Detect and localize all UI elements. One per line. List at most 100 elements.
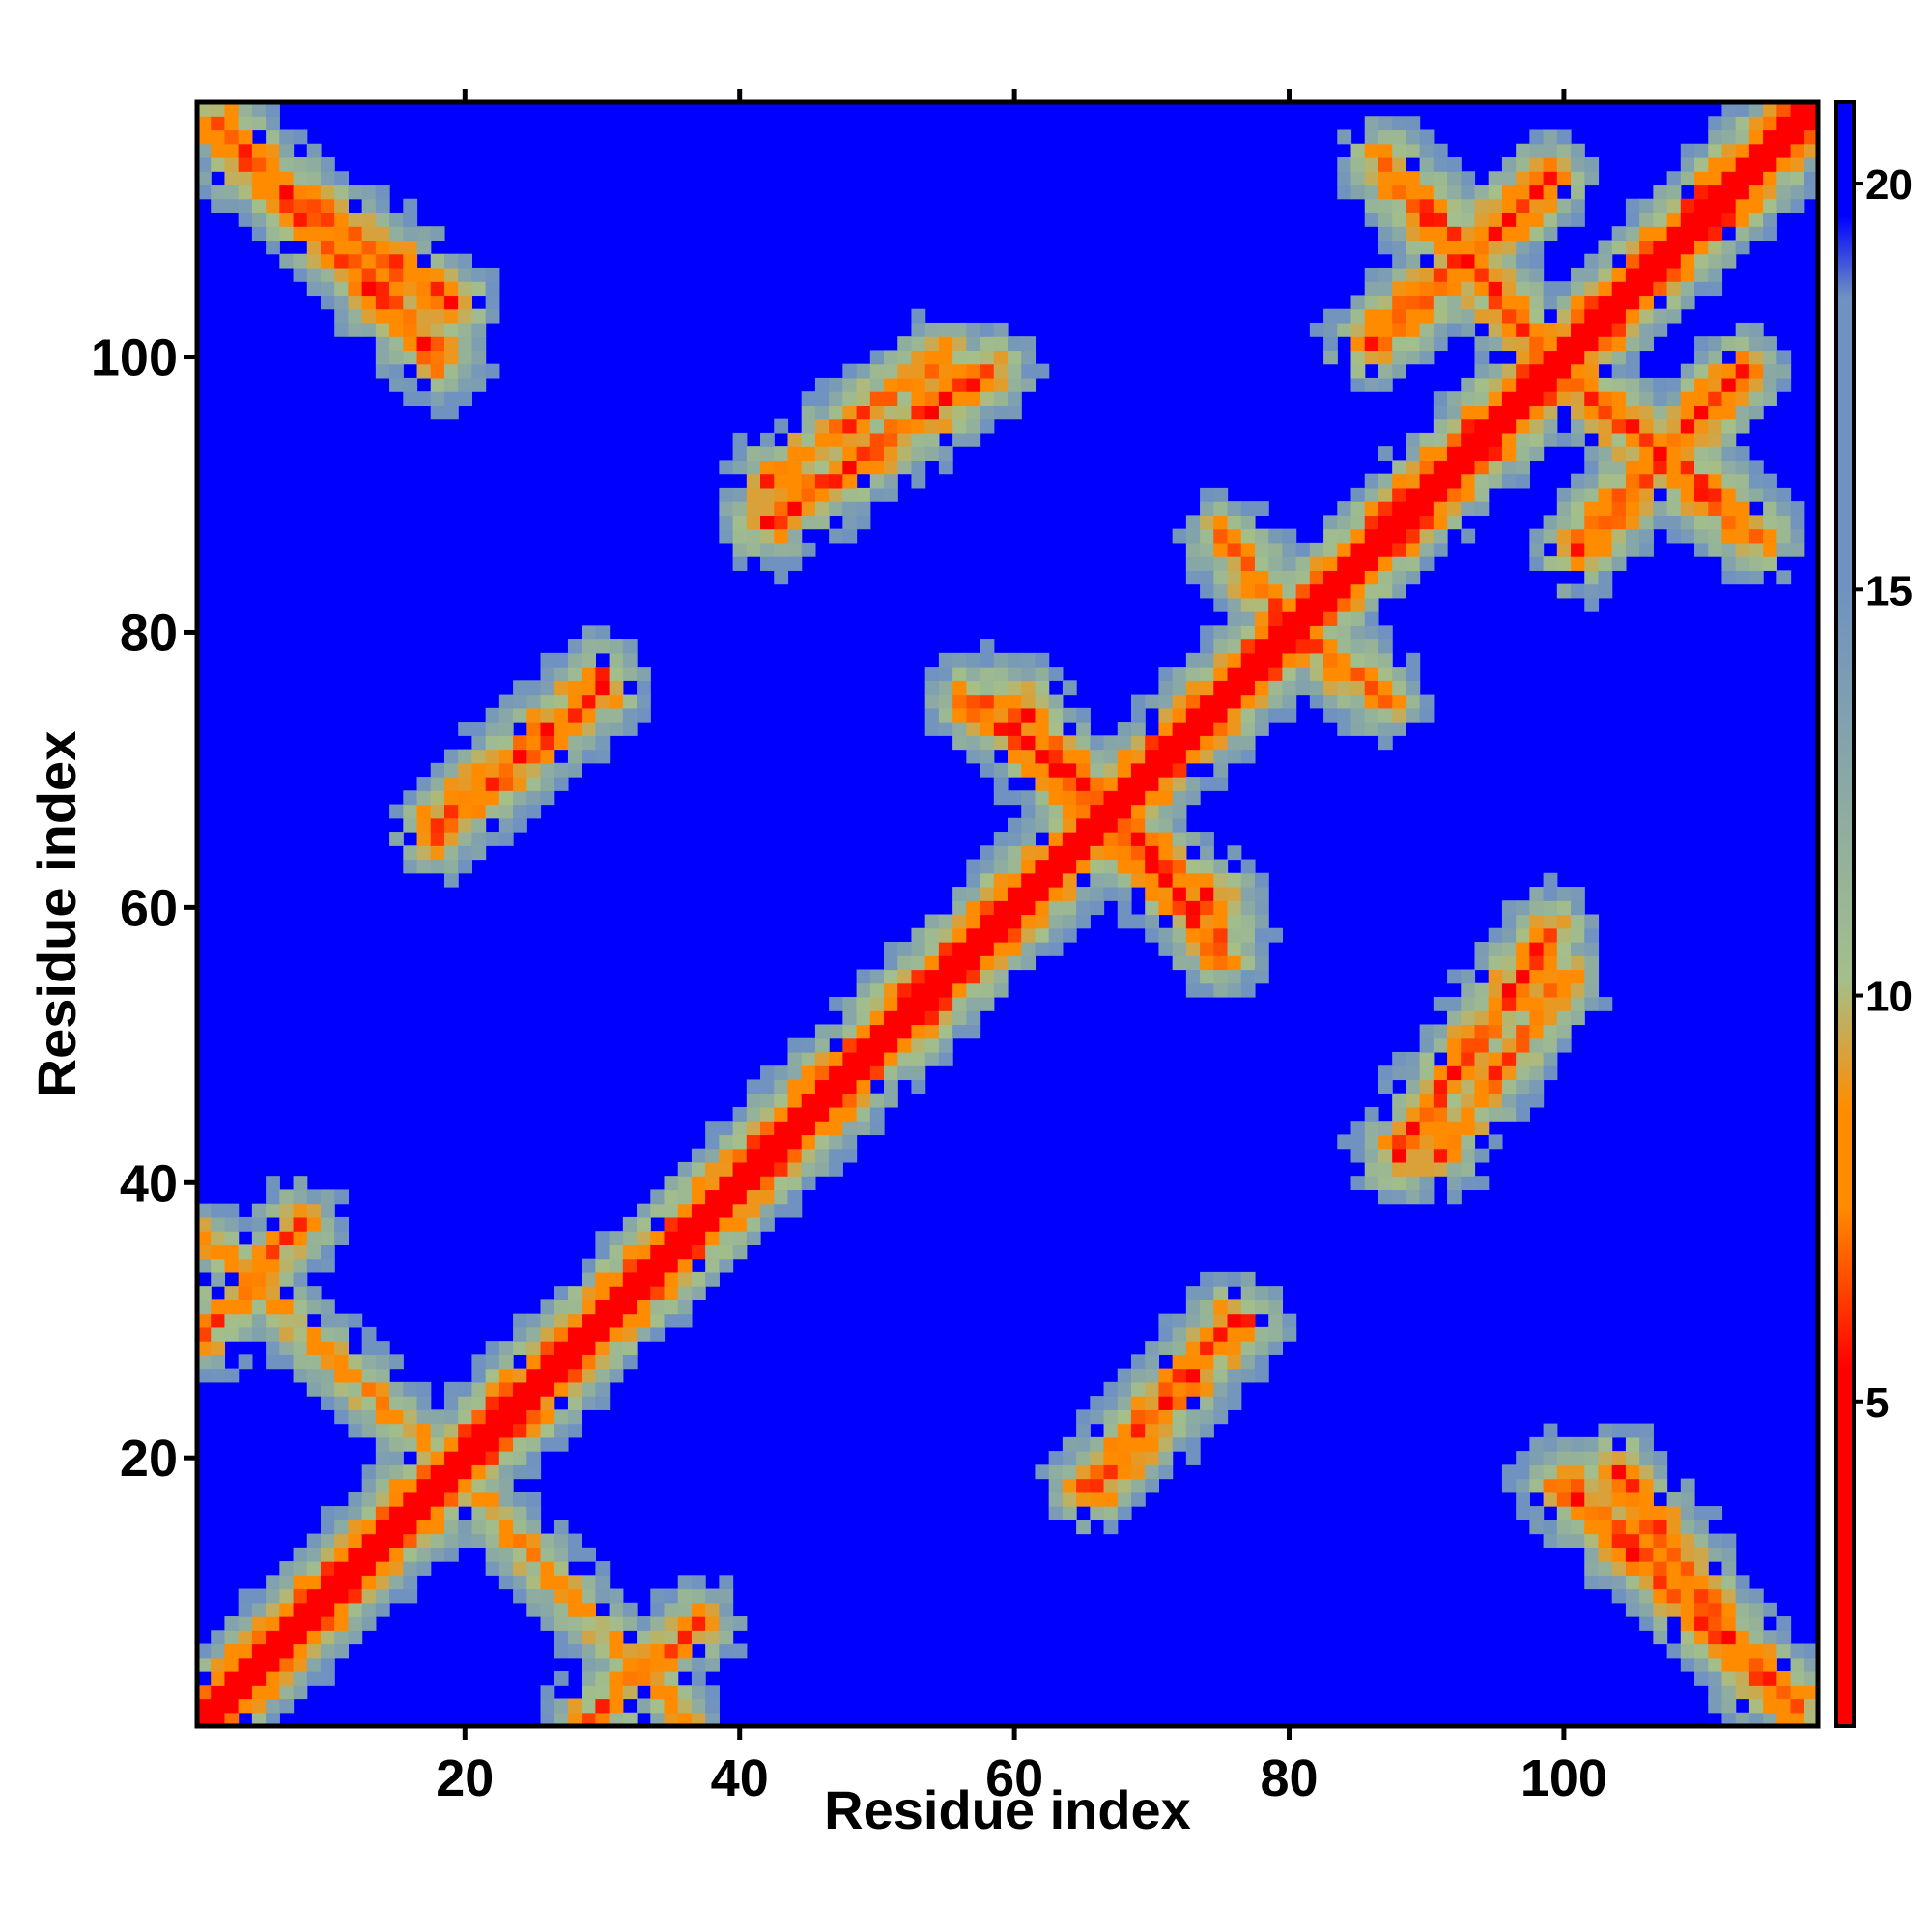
heatmap-cell bbox=[443, 308, 459, 324]
heatmap-cell bbox=[595, 735, 611, 751]
heatmap-cell bbox=[1145, 832, 1160, 846]
heatmap-cell bbox=[1433, 308, 1448, 324]
heatmap-cell bbox=[966, 680, 981, 696]
heatmap-cell bbox=[1790, 185, 1805, 200]
heatmap-cell bbox=[1062, 832, 1077, 846]
heatmap-cell bbox=[251, 198, 267, 213]
heatmap-cell bbox=[1350, 625, 1366, 640]
heatmap-cell bbox=[306, 1533, 322, 1548]
heatmap-cell bbox=[1529, 556, 1545, 571]
heatmap-cell bbox=[966, 982, 981, 998]
heatmap-cell bbox=[1529, 185, 1545, 200]
heatmap-cell bbox=[829, 377, 843, 392]
heatmap-cell bbox=[993, 363, 1009, 379]
heatmap-cell bbox=[1763, 542, 1777, 557]
heatmap-cell bbox=[293, 1299, 308, 1315]
heatmap-cell bbox=[1048, 914, 1064, 929]
heatmap-cell bbox=[1474, 377, 1490, 392]
heatmap-cell bbox=[1516, 460, 1530, 475]
heatmap-cell bbox=[430, 817, 445, 833]
heatmap-cell bbox=[1282, 667, 1297, 681]
heatmap-cell bbox=[334, 1616, 350, 1631]
heatmap-cell bbox=[993, 777, 1009, 791]
heatmap-cell bbox=[1295, 625, 1311, 640]
heatmap-cell bbox=[1419, 226, 1435, 242]
heatmap-cell bbox=[1680, 281, 1695, 297]
heatmap-cell bbox=[1240, 528, 1256, 544]
heatmap-cell bbox=[993, 667, 1009, 681]
heatmap-cell bbox=[1433, 460, 1448, 475]
heatmap-cell bbox=[1172, 667, 1187, 681]
heatmap-cell bbox=[1392, 1161, 1406, 1177]
heatmap-cell bbox=[443, 1478, 459, 1493]
heatmap-cell bbox=[1419, 143, 1435, 158]
heatmap-cell bbox=[1090, 762, 1105, 778]
heatmap-cell bbox=[1543, 198, 1558, 213]
heatmap-cell bbox=[211, 1244, 226, 1260]
heatmap-cell bbox=[320, 1547, 335, 1562]
heatmap-cell bbox=[1200, 735, 1214, 751]
heatmap-cell bbox=[1721, 185, 1737, 200]
heatmap-cell bbox=[251, 1313, 267, 1328]
heatmap-cell bbox=[814, 1148, 830, 1163]
heatmap-cell bbox=[787, 542, 803, 557]
heatmap-cell bbox=[238, 1258, 253, 1273]
heatmap-cell bbox=[1392, 487, 1406, 502]
heatmap-cell bbox=[1790, 1671, 1805, 1686]
heatmap-cell bbox=[1103, 887, 1119, 901]
heatmap-cell bbox=[1748, 1602, 1764, 1617]
heatmap-cell bbox=[430, 762, 445, 778]
heatmap-cell bbox=[1488, 171, 1503, 186]
heatmap-cell bbox=[1076, 1478, 1091, 1493]
heatmap-cell bbox=[361, 1478, 377, 1493]
heatmap-cell bbox=[760, 1203, 775, 1218]
heatmap-cell bbox=[595, 1341, 611, 1355]
heatmap-cell bbox=[266, 1244, 280, 1260]
heatmap-cell bbox=[224, 1643, 240, 1659]
heatmap-cell bbox=[1556, 914, 1572, 929]
heatmap-cell bbox=[1721, 473, 1737, 489]
heatmap-cell bbox=[1200, 680, 1214, 696]
heatmap-cell bbox=[1721, 1616, 1737, 1631]
heatmap-cell bbox=[1200, 859, 1214, 874]
heatmap-cell bbox=[1501, 253, 1517, 269]
heatmap-cell bbox=[1790, 198, 1805, 213]
heatmap-cell bbox=[1721, 240, 1737, 255]
heatmap-cell bbox=[1433, 295, 1448, 310]
heatmap-cell bbox=[238, 129, 253, 145]
heatmap-cell bbox=[1213, 1354, 1229, 1370]
heatmap-cell bbox=[554, 1299, 569, 1315]
heatmap-cell bbox=[1776, 377, 1792, 392]
heatmap-cell bbox=[238, 1657, 253, 1672]
heatmap-cell bbox=[719, 1216, 734, 1232]
heatmap-cell bbox=[1447, 156, 1462, 172]
heatmap-cell bbox=[334, 1381, 350, 1397]
heatmap-cell bbox=[1378, 1065, 1393, 1081]
heatmap-cell bbox=[334, 171, 350, 186]
heatmap-cell bbox=[760, 1079, 775, 1094]
heatmap-cell bbox=[869, 1024, 885, 1039]
heatmap-cell bbox=[980, 996, 995, 1011]
heatmap-cell bbox=[897, 460, 913, 475]
heatmap-cell bbox=[471, 281, 487, 297]
heatmap-cell bbox=[1062, 680, 1077, 696]
heatmap-cell bbox=[1708, 171, 1723, 186]
heatmap-cell bbox=[1516, 171, 1530, 186]
heatmap-cell bbox=[938, 707, 953, 723]
x-tick-label: 80 bbox=[1260, 1749, 1318, 1807]
heatmap-cell bbox=[567, 722, 582, 736]
heatmap-cell bbox=[1571, 377, 1585, 392]
heatmap-cell bbox=[1694, 1630, 1709, 1645]
heatmap-cell bbox=[1378, 707, 1393, 723]
heatmap-cell bbox=[1185, 1341, 1201, 1355]
heatmap-cell bbox=[1337, 129, 1352, 145]
heatmap-cell bbox=[1021, 832, 1037, 846]
heatmap-cell bbox=[1158, 927, 1174, 943]
heatmap-cell bbox=[540, 1326, 555, 1342]
heatmap-cell bbox=[375, 1588, 390, 1604]
heatmap-cell bbox=[1543, 185, 1558, 200]
heatmap-cell bbox=[787, 1203, 803, 1218]
heatmap-cell bbox=[1735, 528, 1750, 544]
heatmap-cell bbox=[1488, 405, 1503, 420]
heatmap-cell bbox=[1213, 667, 1229, 681]
